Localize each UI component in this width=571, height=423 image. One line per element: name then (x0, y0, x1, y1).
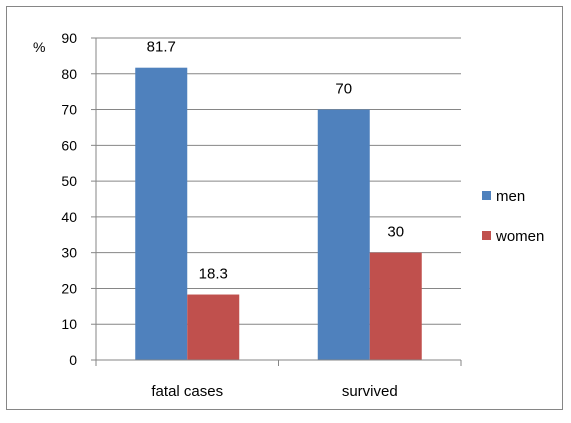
bar-women-2 (369, 252, 422, 360)
bar-women-1 (187, 294, 240, 360)
legend-swatch (482, 231, 491, 240)
y-tick-label: 40 (61, 209, 77, 225)
bar-men-2 (317, 109, 370, 360)
data-label: 30 (387, 224, 404, 241)
legend-label: women (495, 228, 544, 245)
data-labels: 81.7 18.3 70 30 (147, 39, 404, 283)
legend-swatch (482, 191, 491, 200)
y-axis-ticks: 0 10 20 30 40 50 60 70 80 90 (61, 30, 96, 368)
data-label: 70 (335, 81, 352, 98)
y-tick-label: 10 (61, 316, 77, 332)
y-tick-label: 80 (61, 66, 77, 82)
y-tick-label: 60 (61, 137, 77, 153)
y-tick-label: 70 (61, 102, 77, 118)
bars (135, 67, 422, 360)
legend: men women (482, 188, 544, 245)
y-tick-label: 90 (61, 30, 77, 46)
y-axis-unit-label: % (33, 39, 45, 55)
y-tick-label: 50 (61, 173, 77, 189)
x-category-label: survived (342, 383, 398, 400)
data-label: 81.7 (147, 39, 176, 56)
x-category-label: fatal cases (151, 383, 223, 400)
x-axis: fatal cases survived (95, 38, 462, 400)
y-tick-label: 20 (61, 280, 77, 296)
y-tick-label: 30 (61, 245, 77, 261)
legend-label: men (496, 188, 525, 205)
y-tick-label: 0 (69, 352, 77, 368)
bar-men-1 (135, 67, 188, 360)
data-label: 18.3 (199, 266, 228, 283)
